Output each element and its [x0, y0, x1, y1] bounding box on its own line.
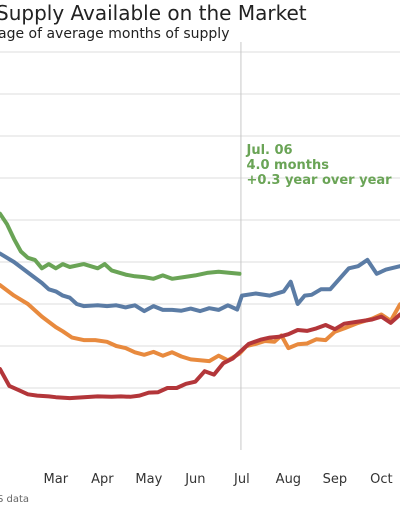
chart-subtitle: age of average months of supply: [0, 26, 230, 42]
x-tick-label: Jul: [233, 472, 250, 487]
x-tick-label: Jun: [184, 472, 205, 487]
chart-title: Supply Available on the Market: [0, 1, 307, 25]
x-tick-label: Aug: [276, 472, 301, 487]
x-tick-label: Oct: [370, 472, 392, 487]
annotation-line: Jul. 06: [246, 143, 293, 158]
x-axis-ticks: Mar Apr May Jun Jul Aug Sep Oct: [44, 472, 393, 487]
source-note: S data: [0, 494, 30, 505]
annotation-line: 4.0 months: [247, 158, 330, 173]
x-tick-label: Apr: [91, 472, 114, 487]
gridlines: [0, 51, 400, 389]
line-chart: Mar Apr May Jun Jul Aug Sep Oct Jul. 064.0 mont…: [0, 42, 400, 487]
series-line-green: [0, 211, 242, 281]
annotation-line: +0.3 year over year: [247, 173, 393, 188]
series-line-blue: [0, 251, 400, 314]
annotation: Jul. 064.0 months+0.3 year over year: [246, 143, 393, 188]
series-line-red: [0, 312, 400, 401]
x-tick-label: May: [135, 472, 162, 487]
series-line-orange: [0, 283, 400, 364]
x-tick-label: Mar: [44, 472, 69, 487]
series-lines: [0, 211, 400, 401]
x-tick-label: Sep: [323, 472, 348, 487]
